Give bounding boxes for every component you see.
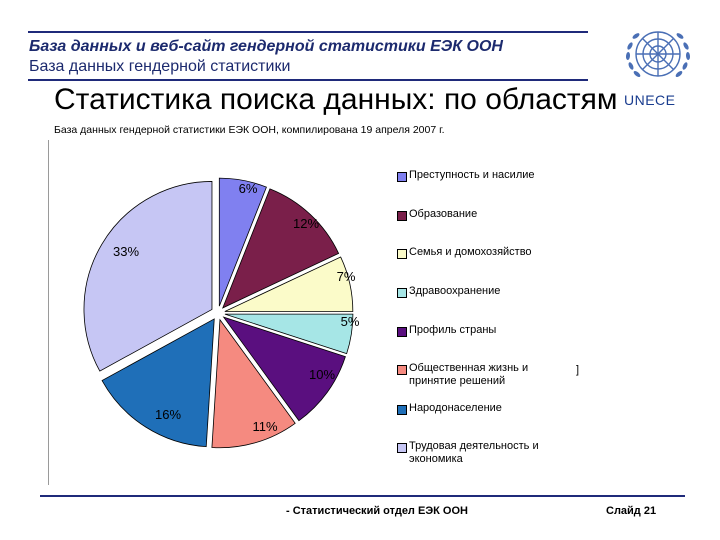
footer-source: - Статистический отдел ЕЭК ООН [286,505,468,517]
footer-rule [40,495,685,497]
legend-entry: Семья и домохозяйство [409,246,532,259]
legend-swatch [397,443,407,453]
unece-logo-text: UNECE [624,92,676,108]
legend-label: экономика [409,453,463,465]
pie-slice [211,318,296,449]
legend-label: Образование [409,208,478,220]
slice-label: 11% [252,419,277,434]
slice-label: 10% [309,367,335,382]
legend-entry: Общественная жизнь и принятие решений [409,362,528,388]
legend-entry: Профиль страны [409,324,496,337]
header-subtitle: База данных гендерной статистики [29,58,291,75]
legend-label: Семья и домохозяйство [409,246,532,258]
legend-swatch [397,211,407,221]
legend-swatch [397,249,407,259]
legend-label: Профиль страны [409,324,497,336]
pie-slice [218,177,267,307]
slice-label: 6% [239,181,258,196]
pie-slice [101,318,215,448]
un-emblem-icon [625,31,691,77]
header-title: База данных и веб-сайт гендерной статист… [29,38,503,55]
header-rule-bottom [28,79,588,81]
footer-slide-number: Слайд 21 [606,505,657,517]
pie-slice [83,181,213,372]
legend-swatch [397,288,407,298]
legend-label: Трудовая деятельность и [409,440,539,452]
legend-swatch [397,172,407,182]
legend-swatch [397,405,407,415]
stray-mark: ] [576,364,580,376]
slice-label: 16% [155,407,181,422]
legend-label: Преступность и насилие [409,169,535,181]
header-rule-top [28,31,588,33]
legend-label: принятие решений [409,375,506,387]
legend-entry: Здравоохранение [409,285,500,298]
source-note: База данных гендерной статистики ЕЭК ООН… [54,124,445,136]
legend-entry: Трудовая деятельность и экономика [409,440,539,466]
pie-slice [224,313,354,355]
slice-label: 7% [337,269,356,284]
legend-entry: Народонаселение [409,402,502,415]
slice-label: 5% [341,314,360,329]
pie-slice [222,188,340,309]
legend-swatch [397,365,407,375]
legend-label: Здравоохранение [409,285,501,297]
slice-label: 12% [293,216,319,231]
slide-title: Статистика поиска данных: по областям [54,83,618,116]
legend-entry: Преступность и насилие [409,169,535,182]
legend-swatch [397,327,407,337]
slice-label: 33% [113,244,139,259]
chart-area [48,140,584,485]
pie-slice [224,256,354,312]
legend-label: Общественная жизнь и [409,362,529,374]
pie-slice [222,316,346,422]
legend-label: Народонаселение [409,402,502,414]
legend-entry: Образование [409,208,477,221]
